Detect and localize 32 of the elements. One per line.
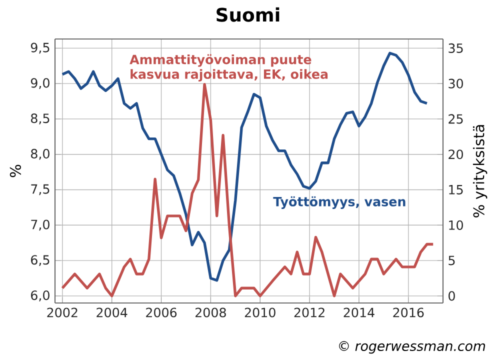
x-tick-label: 2014	[344, 308, 374, 318]
line-series	[61, 82, 434, 298]
line-series	[61, 52, 428, 282]
y2-tick-label: 20	[448, 150, 463, 160]
y2-tick-label: 25	[448, 114, 463, 124]
y-tick-label: 7,5	[31, 184, 50, 196]
x-tick-label: 2010	[244, 308, 276, 318]
x-tick-label: 2004	[96, 308, 128, 318]
y-axis-title: %	[10, 164, 21, 178]
y2-tick-label: 10	[449, 220, 463, 230]
y2-tick-label: 30	[448, 78, 463, 88]
y-tick-label: 8,5	[31, 114, 50, 124]
x-tick-label: 2008	[196, 308, 226, 318]
y-tick-label: 8,0	[31, 148, 50, 160]
chart-title: Suomi	[216, 7, 280, 22]
y2-tick-label: 0	[448, 291, 455, 301]
y-tick-label: 6,5	[31, 255, 50, 266]
y2-tick-label: 35	[448, 43, 463, 53]
y-tick-label: 9,5	[30, 42, 50, 54]
x-tick-label: 2002	[47, 308, 78, 318]
text: © rogerwessman.com	[339, 341, 486, 354]
x-tick-label: 2016	[393, 308, 424, 318]
text: Työttömyys, vasen	[273, 196, 406, 209]
x-tick-label: 2012	[294, 308, 324, 318]
y2-tick-label: 5	[448, 256, 455, 266]
x-tick-label: 2006	[146, 308, 177, 318]
y-tick-label: 9,0	[30, 78, 50, 90]
y2-axis-title: % yrityksistä	[472, 125, 488, 218]
y-tick-label: 7,0	[31, 220, 50, 231]
y2-tick-label: 15	[449, 185, 463, 194]
text: Ammattityövoiman puute kasvua rajoittava, EK, oikea	[130, 54, 328, 82]
y-tick-label: 6,0	[31, 290, 50, 302]
